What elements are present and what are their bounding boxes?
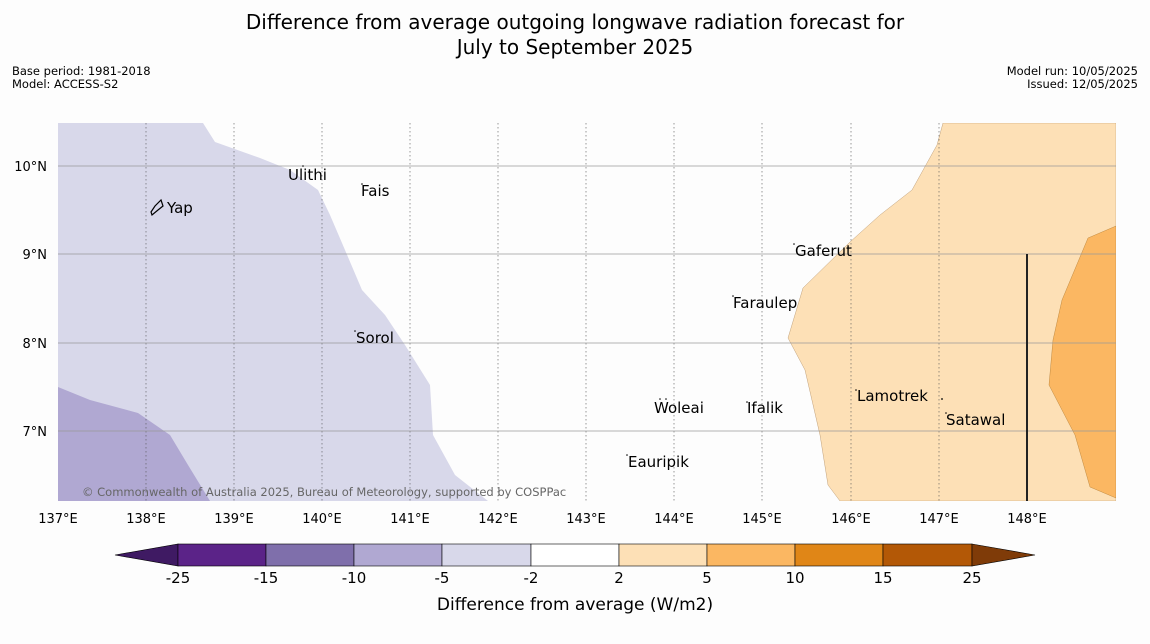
place-labels: Yap Ulithi Fais Gaferut Faraulep Sorol W… (166, 166, 1005, 471)
title-line-1: Difference from average outgoing longwav… (245, 10, 905, 34)
colorbar-swatch (794, 543, 884, 567)
colorbar-swatch (530, 543, 620, 567)
colorbar-swatch (618, 543, 708, 567)
colorbar-extend-high (971, 543, 1036, 567)
meridians (145, 123, 940, 501)
colorbar-tick: -25 (166, 569, 191, 587)
region-minus10-to-minus5 (58, 387, 210, 501)
place-ulithi: Ulithi (288, 166, 327, 184)
region-plus2-to-plus5 (787, 123, 1116, 501)
colorbar-tick: 25 (962, 569, 981, 587)
x-tick-label: 146°E (831, 512, 871, 527)
y-tick-label: 9°N (23, 248, 48, 263)
x-tick-label: 145°E (742, 512, 782, 527)
y-tick-label: 8°N (23, 337, 48, 352)
x-tick-label: 140°E (302, 512, 342, 527)
place-fais: Fais (361, 182, 390, 200)
copyright-notice: © Commonwealth of Australia 2025, Bureau… (82, 485, 566, 499)
y-axis-labels: 10°N 9°N 8°N 7°N (14, 160, 47, 440)
x-tick-label: 141°E (390, 512, 430, 527)
colorbar-swatch (353, 543, 443, 567)
model-run: Model run: 10/05/2025 (1006, 64, 1138, 78)
place-ifalik: Ifalik (747, 399, 783, 417)
region-minus5-to-minus2 (58, 123, 488, 501)
colorbar-tick: 2 (614, 569, 624, 587)
x-axis-labels: 137°E 138°E 139°E 140°E 141°E 142°E 143°… (38, 512, 1047, 527)
colorbar-swatch (265, 543, 355, 567)
place-satawal: Satawal (946, 411, 1005, 429)
place-gaferut: Gaferut (795, 242, 852, 260)
colorbar-swatch (882, 543, 973, 567)
colorbar-extend-low (114, 543, 179, 567)
colorbar-label: Difference from average (W/m2) (437, 595, 713, 615)
place-sorol: Sorol (356, 329, 394, 347)
map-area (58, 123, 1116, 501)
place-eauripik: Eauripik (628, 453, 689, 471)
x-tick-label: 147°E (919, 512, 959, 527)
place-woleai: Woleai (654, 399, 704, 417)
colorbar-ticks: -25 -15 -10 -5 -2 2 5 10 15 25 (166, 569, 982, 587)
x-tick-label: 139°E (214, 512, 254, 527)
x-tick-label: 144°E (654, 512, 694, 527)
colorbar-swatch (441, 543, 532, 567)
colorbar-tick: -5 (435, 569, 450, 587)
colorbar-tick: -10 (342, 569, 367, 587)
colorbar (114, 543, 1036, 567)
region-plus5-to-plus10 (1048, 225, 1116, 499)
x-tick-label: 137°E (38, 512, 78, 527)
colorbar-tick: 15 (873, 569, 892, 587)
issued-date: Issued: 12/05/2025 (1027, 77, 1138, 91)
y-tick-label: 7°N (23, 425, 48, 440)
place-faraulep: Faraulep (733, 294, 797, 312)
colorbar-swatch (177, 543, 267, 567)
map-title: Difference from average outgoing longwav… (0, 10, 1150, 60)
parallels (58, 165, 1116, 432)
meta-right: Model run: 10/05/2025 Issued: 12/05/2025 (1007, 65, 1138, 91)
colorbar-tick: -15 (254, 569, 279, 587)
x-tick-label: 142°E (478, 512, 518, 527)
colorbar-tick: 5 (702, 569, 712, 587)
title-line-2: July to September 2025 (456, 35, 694, 59)
place-lamotrek: Lamotrek (857, 387, 928, 405)
model-name: Model: ACCESS-S2 (12, 77, 119, 91)
base-period: Base period: 1981-2018 (12, 64, 151, 78)
colorbar-swatch (706, 543, 796, 567)
x-tick-label: 138°E (126, 512, 166, 527)
meta-left: Base period: 1981-2018 Model: ACCESS-S2 (12, 65, 151, 91)
place-yap: Yap (166, 199, 193, 217)
colorbar-tick: 10 (785, 569, 804, 587)
y-tick-label: 10°N (14, 160, 47, 175)
x-tick-label: 148°E (1007, 512, 1047, 527)
colorbar-tick: -2 (524, 569, 539, 587)
island-dots (302, 165, 947, 456)
yap-island-shape (150, 198, 164, 217)
x-tick-label: 143°E (566, 512, 606, 527)
